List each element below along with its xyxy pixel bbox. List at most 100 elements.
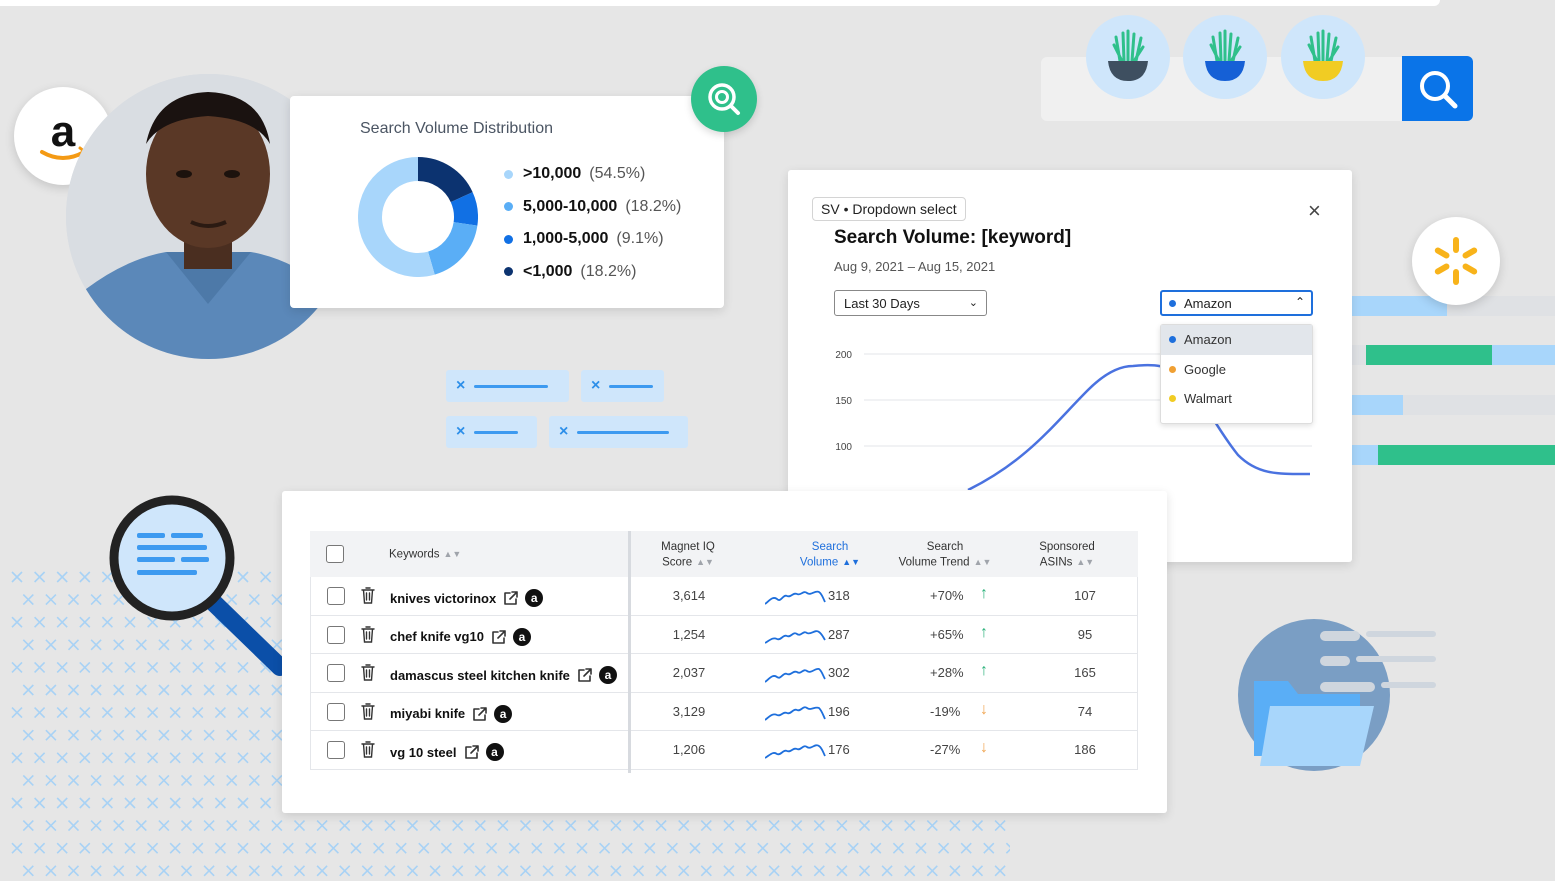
search-badge-icon[interactable] bbox=[691, 66, 757, 132]
column-header-trend[interactable]: Search Volume Trend ▲▼ bbox=[895, 540, 995, 571]
y-tick-label: 200 bbox=[835, 350, 852, 361]
legend-dot bbox=[504, 202, 513, 212]
column-divider bbox=[628, 531, 631, 773]
column-header-label: ASINs bbox=[1039, 556, 1073, 569]
decorative-bar bbox=[1352, 296, 1447, 316]
chart-date-range: Aug 9, 2021 – Aug 15, 2021 bbox=[834, 259, 996, 274]
row-checkbox[interactable] bbox=[327, 702, 345, 721]
score-cell: 3,129 bbox=[672, 703, 706, 719]
source-option-google[interactable]: Google bbox=[1161, 355, 1312, 385]
sparkline-chart bbox=[765, 590, 826, 605]
source-dot bbox=[1169, 336, 1176, 344]
asins-cell: 186 bbox=[1074, 742, 1096, 758]
search-volume-series-line bbox=[967, 363, 1311, 490]
source-dot bbox=[1169, 365, 1176, 373]
sort-icon[interactable]: ▲▼ bbox=[973, 557, 992, 567]
filter-chip[interactable]: × bbox=[446, 416, 537, 448]
column-header-keywords[interactable]: Keywords ▲▼ bbox=[389, 547, 461, 563]
chip-placeholder-line bbox=[609, 384, 654, 388]
walmart-logo-icon bbox=[1412, 217, 1500, 305]
column-header-label: Search bbox=[926, 541, 964, 553]
table-row[interactable]: chef knife vg10 a 1,254 287 +65% ↑ 95 bbox=[310, 615, 1138, 655]
close-icon[interactable]: × bbox=[1308, 198, 1321, 223]
legend-range: 5,000-10,000 bbox=[523, 197, 618, 215]
date-range-select-value: Last 30 Days bbox=[844, 295, 920, 311]
sort-icon[interactable]: ▲▼ bbox=[696, 557, 714, 567]
trash-icon[interactable] bbox=[361, 587, 375, 604]
keyword-label: miyabi knife bbox=[390, 706, 466, 722]
column-header-asins[interactable]: Sponsored ASINs ▲▼ bbox=[1024, 540, 1110, 571]
row-checkbox[interactable] bbox=[327, 587, 345, 605]
source-option-amazon[interactable]: Amazon bbox=[1161, 325, 1312, 355]
sort-icon[interactable]: ▲▼ bbox=[1076, 557, 1095, 567]
chip-placeholder-line bbox=[474, 430, 519, 434]
column-header-label: Magnet IQ bbox=[661, 541, 715, 553]
source-select[interactable]: Amazon ⌃ bbox=[1160, 290, 1313, 316]
close-icon[interactable]: × bbox=[559, 423, 569, 440]
distribution-title: Search Volume Distribution bbox=[360, 120, 553, 137]
score-cell: 2,037 bbox=[672, 665, 706, 681]
table-row[interactable]: damascus steel kitchen knife a 2,037 302… bbox=[310, 654, 1138, 693]
close-icon[interactable]: × bbox=[456, 377, 466, 394]
filter-chip[interactable]: × bbox=[549, 416, 688, 448]
filter-chip[interactable]: × bbox=[581, 370, 664, 402]
column-header-label: Sponsored bbox=[1039, 541, 1095, 553]
hero-search-button[interactable] bbox=[1402, 56, 1473, 121]
select-all-checkbox[interactable] bbox=[326, 545, 344, 563]
external-link-icon[interactable] bbox=[464, 744, 480, 760]
legend-percent: (18.2%) bbox=[625, 197, 682, 215]
source-option-label: Amazon bbox=[1184, 332, 1232, 348]
trash-icon[interactable] bbox=[361, 703, 375, 720]
row-checkbox[interactable] bbox=[327, 664, 345, 683]
sort-icon[interactable]: ▲▼ bbox=[443, 549, 462, 559]
column-header-volume[interactable]: Search Volume ▲▼ bbox=[795, 540, 865, 571]
distribution-donut-chart bbox=[358, 157, 478, 277]
legend-item: <1,000 (18.2%) bbox=[504, 256, 681, 289]
trash-icon[interactable] bbox=[361, 741, 375, 759]
column-header-score[interactable]: Magnet IQ Score ▲▼ bbox=[647, 540, 729, 571]
trash-icon[interactable] bbox=[361, 664, 375, 681]
external-link-icon[interactable] bbox=[472, 706, 488, 722]
score-cell: 3,614 bbox=[672, 588, 706, 603]
trend-cell: -19% bbox=[930, 703, 961, 719]
row-checkbox[interactable] bbox=[327, 741, 345, 760]
chevron-down-icon: ⌄ bbox=[968, 297, 978, 309]
arrow-up-icon: ↑ bbox=[980, 662, 988, 680]
donut-slice bbox=[450, 192, 478, 226]
column-header-label: Search bbox=[811, 541, 849, 553]
folder-illustration-icon bbox=[1238, 619, 1436, 771]
close-icon[interactable]: × bbox=[456, 423, 466, 440]
sort-icon[interactable]: ▲▼ bbox=[842, 557, 861, 567]
table-row[interactable]: knives victorinox a 3,614 318 +70% ↑ 107 bbox=[310, 577, 1138, 616]
trash-icon[interactable] bbox=[361, 625, 375, 643]
source-option-walmart[interactable]: Walmart bbox=[1161, 384, 1312, 414]
external-link-icon[interactable] bbox=[503, 590, 519, 606]
external-link-icon[interactable] bbox=[577, 667, 593, 683]
keyword-cell: knives victorinox a bbox=[390, 589, 544, 607]
legend-range: >10,000 bbox=[523, 165, 582, 183]
table-body: knives victorinox a 3,614 318 +70% ↑ 107… bbox=[310, 577, 1138, 770]
legend-percent: (18.2%) bbox=[580, 262, 637, 280]
external-link-icon[interactable] bbox=[491, 629, 507, 645]
decorative-bar bbox=[1352, 395, 1403, 415]
keyword-label: knives victorinox bbox=[390, 590, 497, 606]
table-row[interactable]: vg 10 steel a 1,206 176 -27% ↓ 186 bbox=[310, 731, 1138, 770]
score-cell: 1,254 bbox=[672, 626, 706, 642]
filter-chip[interactable]: × bbox=[446, 370, 569, 402]
table-row[interactable]: miyabi knife a 3,129 196 -19% ↓ 74 bbox=[310, 692, 1138, 732]
date-range-select[interactable]: Last 30 Days ⌄ bbox=[834, 290, 987, 316]
y-tick-label: 150 bbox=[835, 396, 852, 407]
legend-range: 1,000-5,000 bbox=[523, 230, 609, 248]
legend-dot bbox=[504, 267, 513, 277]
volume-cell: 318 bbox=[828, 588, 850, 603]
row-checkbox[interactable] bbox=[327, 625, 345, 644]
top-strip bbox=[0, 0, 1440, 6]
close-icon[interactable]: × bbox=[591, 377, 601, 394]
keywords-table-card: Keywords ▲▼ Magnet IQ Score ▲▼ Search Volu… bbox=[282, 491, 1167, 813]
arrow-down-icon: ↓ bbox=[980, 700, 988, 718]
column-header-label: Volume Trend bbox=[898, 556, 970, 569]
decorative-bar bbox=[1403, 395, 1555, 415]
chevron-up-icon: ⌃ bbox=[1294, 295, 1305, 309]
plant-pot-icon bbox=[1281, 15, 1365, 99]
score-cell: 1,206 bbox=[672, 742, 706, 758]
